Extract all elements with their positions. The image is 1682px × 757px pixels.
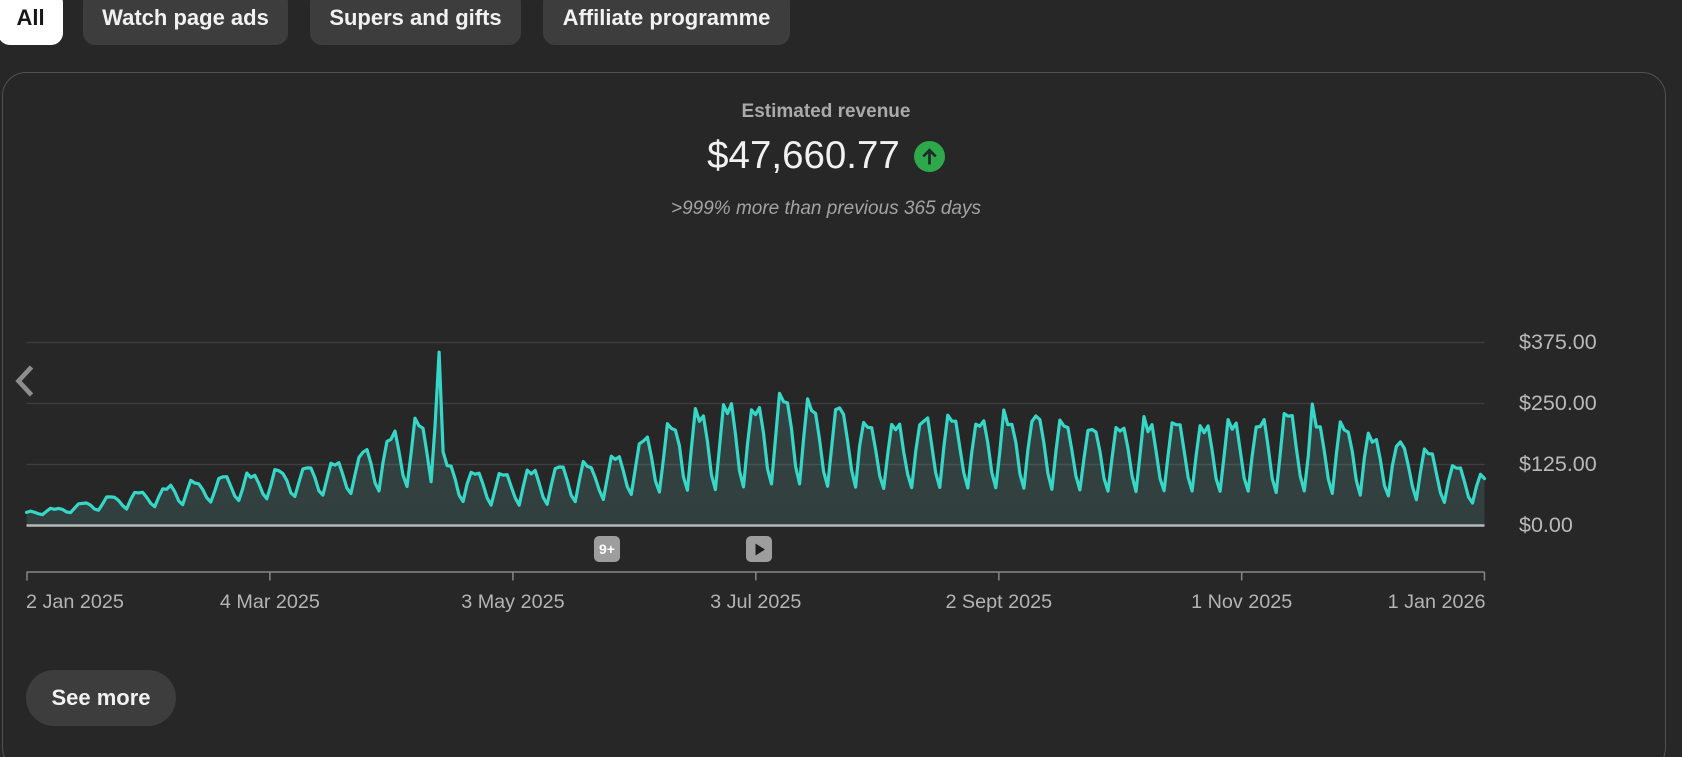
svg-text:3 Jul 2025: 3 Jul 2025	[710, 591, 801, 613]
svg-text:2 Jan 2025: 2 Jan 2025	[26, 591, 124, 613]
svg-text:1 Nov 2025: 1 Nov 2025	[1191, 591, 1292, 613]
svg-text:$125.00: $125.00	[1519, 452, 1597, 476]
svg-text:$375.00: $375.00	[1519, 330, 1597, 354]
svg-text:1 Jan 2026: 1 Jan 2026	[1388, 591, 1486, 613]
svg-text:2 Sept 2025: 2 Sept 2025	[945, 591, 1052, 613]
svg-text:3 May 2025: 3 May 2025	[461, 591, 564, 613]
svg-text:4 Mar 2025: 4 Mar 2025	[220, 591, 320, 613]
svg-text:$250.00: $250.00	[1519, 391, 1597, 415]
svg-text:$0.00: $0.00	[1519, 513, 1573, 537]
